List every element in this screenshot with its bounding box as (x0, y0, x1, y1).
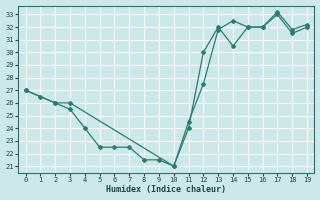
X-axis label: Humidex (Indice chaleur): Humidex (Indice chaleur) (106, 185, 226, 194)
